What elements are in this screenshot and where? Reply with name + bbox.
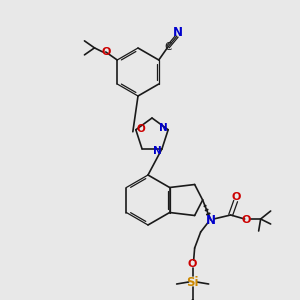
Text: O: O [188,259,197,269]
Text: N: N [173,26,183,39]
Text: N: N [159,123,167,133]
Text: O: O [136,124,145,134]
Text: N: N [153,146,161,156]
Text: O: O [232,192,241,202]
Text: O: O [101,47,110,57]
Text: Si: Si [186,275,199,289]
Text: C: C [164,42,172,52]
Text: O: O [242,215,251,225]
Text: N: N [206,214,216,227]
